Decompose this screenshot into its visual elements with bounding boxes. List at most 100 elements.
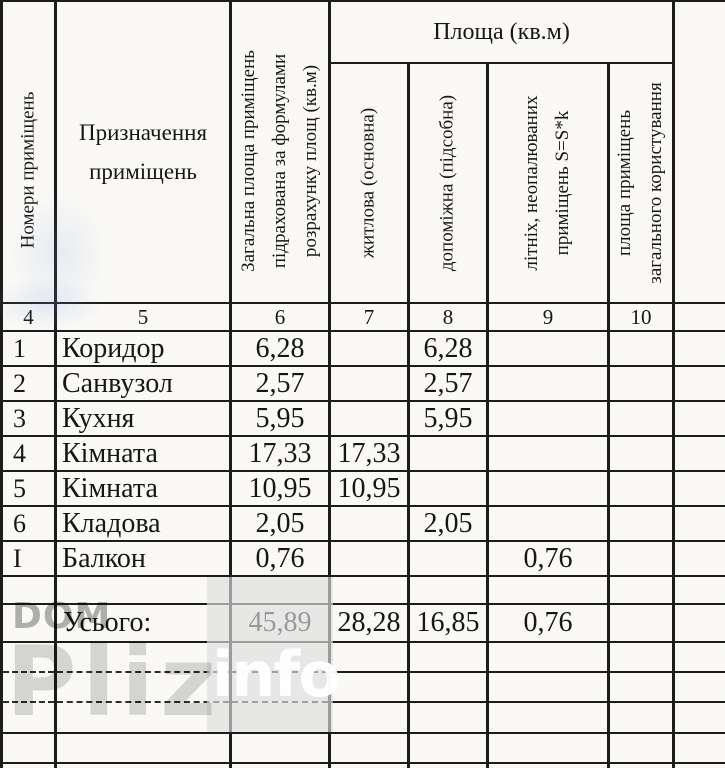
header-living-area: житлова (основна) <box>328 62 409 303</box>
header-summer-area-label: літніх, неопалюваних приміщень S=S*k <box>521 95 573 271</box>
empty-cell <box>672 575 725 604</box>
room-number-cell: 1 <box>0 330 56 366</box>
aux-area-cell: 2,05 <box>407 505 488 541</box>
empty-row <box>0 701 725 733</box>
common-area-cell <box>606 505 674 541</box>
spare-cell <box>672 505 725 541</box>
empty-cell <box>54 732 231 763</box>
room-name-cell: Кухня <box>54 400 231 436</box>
summer-area-cell: 0,76 <box>486 540 609 576</box>
empty-cell <box>486 732 609 763</box>
empty-row <box>0 671 725 702</box>
empty-cell <box>672 671 725 702</box>
header-room-numbers: Номери приміщень <box>0 0 56 303</box>
column-number-row: 4 5 6 7 8 9 10 <box>0 302 725 331</box>
table-row: 5 Кімната 10,95 10,95 <box>0 470 725 506</box>
totals-common-area <box>606 603 674 642</box>
empty-cell <box>606 732 674 763</box>
empty-cell <box>606 701 674 733</box>
summer-area-cell <box>486 330 609 366</box>
header-summer-area: літніх, неопалюваних приміщень S=S*k <box>486 62 609 303</box>
room-name-cell: Кладова <box>54 505 231 541</box>
table-row: 3 Кухня 5,95 5,95 <box>0 400 725 436</box>
empty-cell <box>328 641 409 672</box>
empty-cell <box>229 732 330 763</box>
room-name-cell: Коридор <box>54 330 231 366</box>
column-number-cell: 10 <box>606 302 674 331</box>
header-living-area-label: житлова (основна) <box>357 107 379 259</box>
column-number-cell: 9 <box>486 302 609 331</box>
empty-cell <box>328 671 409 702</box>
living-area-cell <box>328 400 409 436</box>
empty-cell <box>54 641 231 672</box>
totals-aux-area: 16,85 <box>407 603 488 642</box>
empty-cell <box>672 762 725 768</box>
aux-area-cell: 5,95 <box>407 400 488 436</box>
summer-area-cell <box>486 505 609 541</box>
room-name-cell: Кімната <box>54 435 231 471</box>
empty-cell <box>229 671 330 702</box>
spare-cell <box>672 330 725 366</box>
room-number-cell: 3 <box>0 400 56 436</box>
empty-cell <box>328 762 409 768</box>
empty-cell <box>606 575 674 604</box>
total-area-cell: 6,28 <box>229 330 330 366</box>
header-common-area-label: площа приміщень загального користування <box>614 82 667 284</box>
table-row: І Балкон 0,76 0,76 <box>0 540 725 576</box>
totals-living-area: 28,28 <box>328 603 409 642</box>
empty-cell <box>328 701 409 733</box>
column-number-cell: 7 <box>328 302 409 331</box>
spare-cell <box>672 365 725 401</box>
aux-area-cell: 6,28 <box>407 330 488 366</box>
empty-cell <box>407 762 488 768</box>
table-row: 2 Санвузол 2,57 2,57 <box>0 365 725 401</box>
summer-area-cell <box>486 470 609 506</box>
living-area-cell <box>328 365 409 401</box>
total-area-cell: 10,95 <box>229 470 330 506</box>
empty-cell <box>672 732 725 763</box>
header-purpose: Призначення приміщень <box>54 0 231 303</box>
empty-cell <box>0 575 56 604</box>
table-row: 1 Коридор 6,28 6,28 <box>0 330 725 366</box>
totals-row: Усього: 45,89 28,28 16,85 0,76 <box>0 603 725 642</box>
common-area-cell <box>606 540 674 576</box>
spare-cell <box>672 400 725 436</box>
total-area-cell: 2,57 <box>229 365 330 401</box>
spare-cell <box>672 435 725 471</box>
header-room-numbers-label: Номери приміщень <box>17 91 39 249</box>
empty-cell <box>672 641 725 672</box>
total-area-cell: 2,05 <box>229 505 330 541</box>
empty-cell <box>328 575 409 604</box>
empty-cell <box>606 641 674 672</box>
table-row: 6 Кладова 2,05 2,05 <box>0 505 725 541</box>
empty-cell <box>672 701 725 733</box>
empty-row <box>0 762 725 768</box>
empty-cell <box>54 671 231 702</box>
empty-cell <box>407 575 488 604</box>
column-number-cell: 5 <box>54 302 231 331</box>
empty-cell <box>486 762 609 768</box>
room-number-cell: 2 <box>0 365 56 401</box>
room-number-cell: 6 <box>0 505 56 541</box>
total-area-cell: 0,76 <box>229 540 330 576</box>
room-number-cell: 5 <box>0 470 56 506</box>
aux-area-cell <box>407 435 488 471</box>
empty-cell <box>407 641 488 672</box>
empty-cell <box>486 671 609 702</box>
empty-cell <box>229 575 330 604</box>
empty-row <box>0 575 725 604</box>
header-aux-area-label: допоміжна (підсобна) <box>436 94 458 272</box>
empty-cell <box>229 701 330 733</box>
empty-cell <box>486 641 609 672</box>
summer-area-cell <box>486 435 609 471</box>
empty-row <box>0 641 725 672</box>
empty-cell <box>0 701 56 733</box>
living-area-cell: 17,33 <box>328 435 409 471</box>
room-number-cell: 4 <box>0 435 56 471</box>
aux-area-cell: 2,57 <box>407 365 488 401</box>
room-name-cell: Санвузол <box>54 365 231 401</box>
header-area-span: Площа (кв.м) <box>327 0 674 63</box>
summer-area-cell <box>486 365 609 401</box>
